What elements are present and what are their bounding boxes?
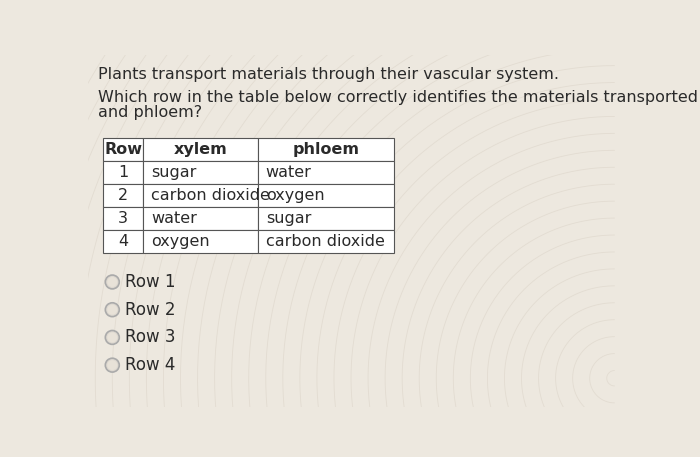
Circle shape <box>105 358 119 372</box>
Bar <box>258 230 393 254</box>
Text: Row 3: Row 3 <box>125 329 176 346</box>
Text: Row 1: Row 1 <box>125 273 176 291</box>
Bar <box>144 230 258 254</box>
Text: sugar: sugar <box>151 165 197 180</box>
Bar <box>258 161 393 184</box>
Text: carbon dioxide: carbon dioxide <box>266 234 384 250</box>
Circle shape <box>105 330 119 345</box>
Text: Row 2: Row 2 <box>125 301 176 319</box>
Bar <box>144 184 258 207</box>
Circle shape <box>105 275 119 289</box>
Bar <box>144 161 258 184</box>
Bar <box>103 184 144 207</box>
Text: Row: Row <box>104 142 142 157</box>
Text: oxygen: oxygen <box>151 234 210 250</box>
Bar <box>258 138 393 161</box>
Text: water: water <box>151 211 197 226</box>
Text: sugar: sugar <box>266 211 311 226</box>
Circle shape <box>105 303 119 317</box>
Text: Row 4: Row 4 <box>125 356 176 374</box>
Text: xylem: xylem <box>174 142 228 157</box>
Circle shape <box>107 305 118 315</box>
Bar <box>144 207 258 230</box>
Text: oxygen: oxygen <box>266 188 324 203</box>
Text: 3: 3 <box>118 211 128 226</box>
Text: phloem: phloem <box>293 142 359 157</box>
Bar <box>144 138 258 161</box>
Circle shape <box>107 277 118 287</box>
Text: 4: 4 <box>118 234 128 250</box>
Circle shape <box>107 332 118 342</box>
Bar <box>103 230 144 254</box>
Bar <box>258 184 393 207</box>
Text: Which row in the table below correctly identifies the materials transported by x: Which row in the table below correctly i… <box>98 90 700 105</box>
Circle shape <box>107 360 118 370</box>
Text: 1: 1 <box>118 165 128 180</box>
Text: water: water <box>266 165 312 180</box>
Text: 2: 2 <box>118 188 128 203</box>
Bar <box>258 207 393 230</box>
Text: Plants transport materials through their vascular system.: Plants transport materials through their… <box>98 67 559 82</box>
Text: carbon dioxide: carbon dioxide <box>151 188 270 203</box>
Bar <box>103 207 144 230</box>
Bar <box>103 138 144 161</box>
Text: and phloem?: and phloem? <box>98 105 202 120</box>
Bar <box>103 161 144 184</box>
